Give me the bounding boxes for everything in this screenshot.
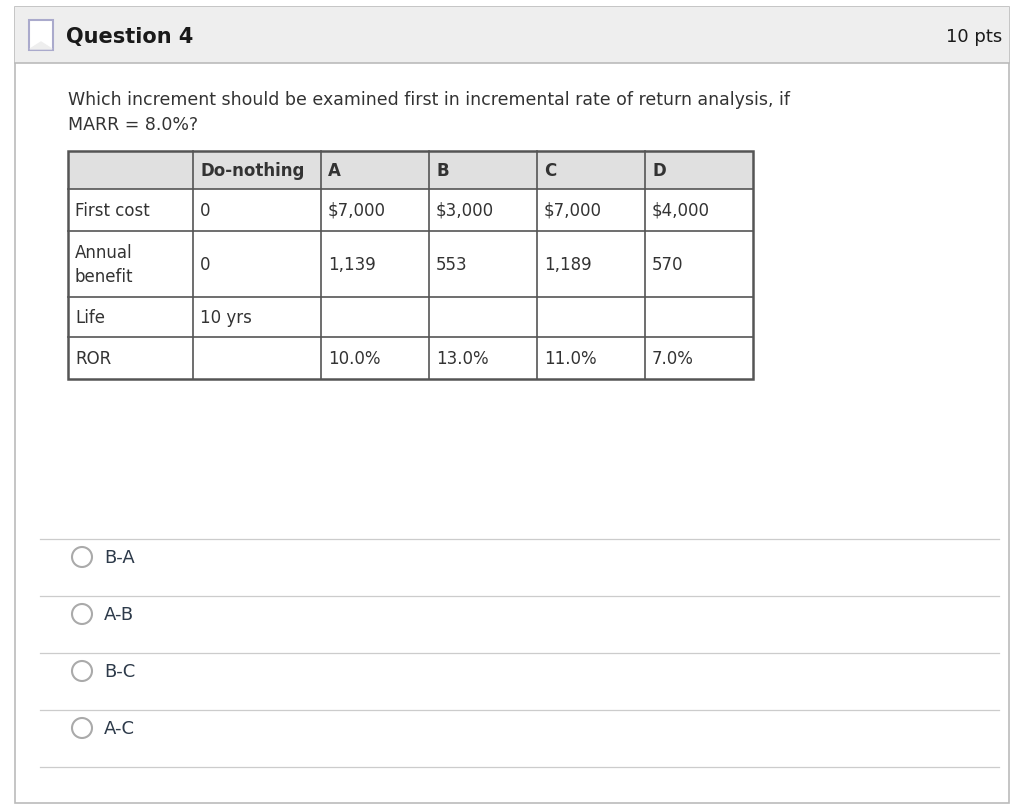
- Text: ROR: ROR: [75, 350, 112, 367]
- Text: $7,000: $7,000: [328, 202, 386, 220]
- Text: 10.0%: 10.0%: [328, 350, 381, 367]
- Polygon shape: [30, 43, 52, 50]
- Text: 0: 0: [200, 202, 211, 220]
- Text: Annual: Annual: [75, 243, 133, 262]
- Text: 570: 570: [652, 255, 683, 273]
- Text: B-A: B-A: [104, 548, 135, 566]
- Text: 10 yrs: 10 yrs: [200, 309, 252, 327]
- FancyBboxPatch shape: [68, 152, 753, 190]
- Text: Do-nothing: Do-nothing: [200, 162, 304, 180]
- Text: 1,189: 1,189: [544, 255, 592, 273]
- FancyBboxPatch shape: [68, 152, 753, 380]
- Text: 13.0%: 13.0%: [436, 350, 488, 367]
- FancyBboxPatch shape: [29, 21, 53, 51]
- Text: $3,000: $3,000: [436, 202, 495, 220]
- Text: 1,139: 1,139: [328, 255, 376, 273]
- Text: $7,000: $7,000: [544, 202, 602, 220]
- Text: Which increment should be examined first in incremental rate of return analysis,: Which increment should be examined first…: [68, 91, 790, 109]
- FancyBboxPatch shape: [15, 8, 1009, 64]
- Text: C: C: [544, 162, 556, 180]
- Text: A: A: [328, 162, 341, 180]
- Text: MARR = 8.0%?: MARR = 8.0%?: [68, 116, 198, 134]
- Text: B-C: B-C: [104, 663, 135, 680]
- Text: D: D: [652, 162, 666, 180]
- Text: A-B: A-B: [104, 605, 134, 623]
- Text: Question 4: Question 4: [66, 27, 194, 47]
- FancyBboxPatch shape: [15, 8, 1009, 803]
- Text: First cost: First cost: [75, 202, 150, 220]
- Text: A-C: A-C: [104, 719, 135, 737]
- Text: 553: 553: [436, 255, 468, 273]
- Text: 10 pts: 10 pts: [946, 28, 1002, 46]
- Text: 11.0%: 11.0%: [544, 350, 597, 367]
- Text: benefit: benefit: [75, 268, 133, 285]
- Text: 7.0%: 7.0%: [652, 350, 694, 367]
- Text: B: B: [436, 162, 449, 180]
- Text: Life: Life: [75, 309, 105, 327]
- Text: 0: 0: [200, 255, 211, 273]
- Text: $4,000: $4,000: [652, 202, 710, 220]
